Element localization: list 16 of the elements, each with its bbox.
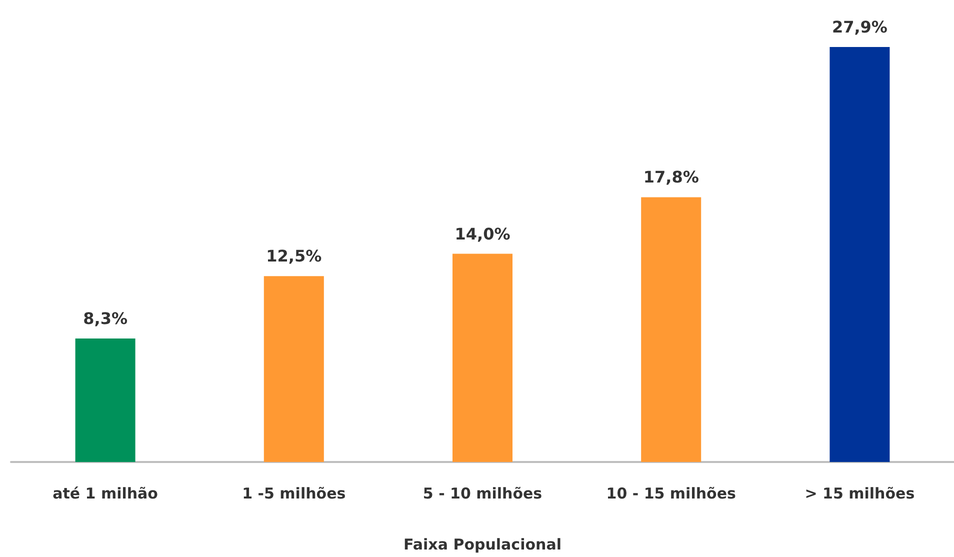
data-label: 14,0% <box>454 224 510 244</box>
bar <box>641 197 702 462</box>
data-label: 8,3% <box>83 309 128 328</box>
data-label: 12,5% <box>266 246 322 266</box>
data-label: 27,9% <box>832 18 888 36</box>
bar <box>830 47 890 462</box>
bar <box>75 338 136 462</box>
bar <box>264 276 324 462</box>
x-tick-label: 5 - 10 milhões <box>422 484 542 502</box>
x-tick-label: > 15 milhões <box>804 484 915 502</box>
data-label: 17,8% <box>643 168 699 187</box>
x-tick-label: 10 - 15 milhões <box>606 484 736 502</box>
x-tick-label: 1 -5 milhões <box>242 484 346 502</box>
bar <box>452 254 512 462</box>
x-tick-label: até 1 milhão <box>52 484 158 502</box>
x-axis-title: Faixa Populacional <box>404 536 562 554</box>
